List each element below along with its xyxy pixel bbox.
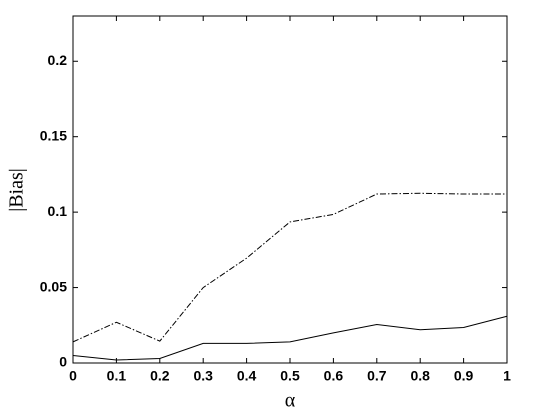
x-tick-label: 0.8 (410, 368, 430, 384)
x-tick-label: 0.1 (107, 368, 127, 384)
x-tick-label: 0 (69, 368, 77, 384)
y-tick-label: 0.2 (48, 52, 68, 68)
x-tick-label: 0.7 (367, 368, 387, 384)
x-tick-label: 0.6 (324, 368, 344, 384)
y-axis-label: |Bias| (6, 168, 28, 212)
y-tick-label: 0.1 (48, 203, 68, 219)
x-tick-label: 0.9 (454, 368, 474, 384)
y-tick-label: 0.05 (40, 278, 67, 294)
x-tick-label: 0.3 (193, 368, 213, 384)
x-tick-label: 0.2 (150, 368, 170, 384)
data-line (72, 192, 507, 343)
y-tick-label: 0.15 (40, 127, 67, 143)
data-line (72, 315, 508, 361)
plot-frame (72, 15, 508, 364)
y-tick-label: 0 (59, 354, 67, 370)
x-tick-label: 1 (503, 368, 511, 384)
x-axis-label: α (285, 390, 296, 412)
x-tick-label: 0.5 (280, 368, 300, 384)
x-tick-label: 0.4 (237, 368, 257, 384)
